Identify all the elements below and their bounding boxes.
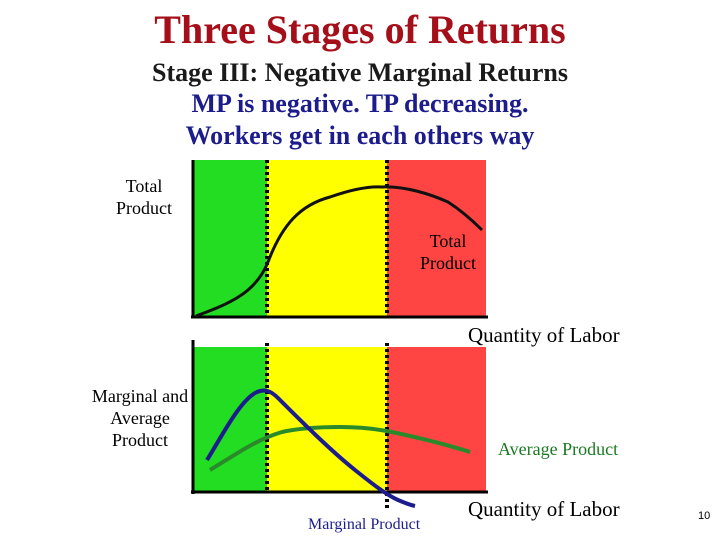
stage-description-line1: MP is negative. TP decreasing. — [191, 89, 529, 118]
marginal-product-label: Marginal Product — [308, 516, 421, 533]
average-product-label: Average Product — [498, 439, 619, 459]
top-y-axis-label: Total Product — [116, 176, 172, 218]
slide-title: Three Stages of Returns — [154, 7, 566, 52]
average-product-curve — [208, 424, 471, 472]
bottom-stage2-region — [267, 347, 387, 492]
page-number: 10 — [698, 510, 711, 522]
total-product-curve-label: Total Product — [420, 231, 476, 273]
bottom-y-axis-label: Marginal and Average Product — [91, 386, 189, 450]
stage-description-line2: Workers get in each others way — [185, 121, 535, 150]
marginal-product-curve — [205, 388, 416, 508]
total-product-curve — [195, 185, 484, 318]
top-stage3-region — [387, 160, 486, 317]
top-stage2-region — [267, 160, 387, 317]
slide-subtitle: Stage III: Negative Marginal Returns — [152, 58, 568, 87]
top-stage1-region — [193, 160, 267, 317]
bottom-x-axis-label: Quantity of Labor — [468, 497, 620, 521]
top-x-axis-label: Quantity of Labor — [468, 323, 620, 347]
bottom-stage3-region — [387, 347, 486, 492]
